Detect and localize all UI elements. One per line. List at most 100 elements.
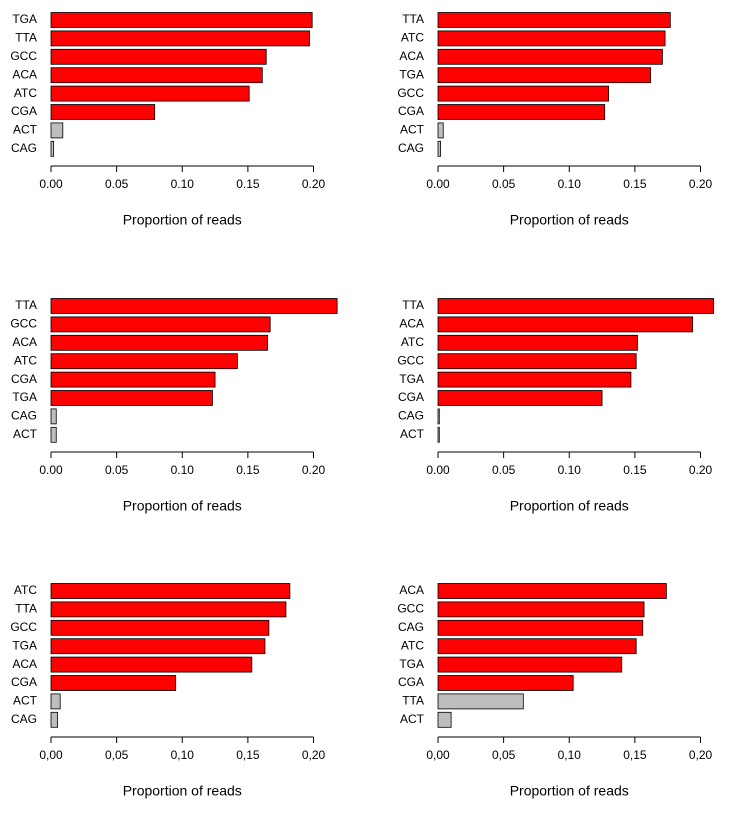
bar	[437, 583, 667, 599]
category-label: CGA	[398, 104, 424, 118]
x-tick-label: 0.00	[39, 463, 63, 477]
x-tick-label: 0,00	[426, 748, 450, 762]
x-tick-label: 0,15	[236, 748, 260, 762]
category-label: GCC	[397, 353, 424, 367]
category-label: ATC	[401, 638, 424, 652]
category-label: ATC	[401, 335, 424, 349]
category-label: ACA	[12, 335, 37, 349]
category-label: TGA	[399, 67, 424, 81]
category-label: ACT	[13, 123, 38, 137]
bar	[50, 711, 58, 728]
x-tick-label: 0.05	[492, 463, 516, 477]
bar	[50, 48, 267, 65]
bar	[50, 30, 310, 47]
x-tick-label: 0.10	[558, 177, 582, 191]
category-label: GCC	[10, 317, 37, 331]
x-tick-label: 0,10	[171, 748, 195, 762]
category-label: ACA	[399, 49, 424, 63]
category-label: GCC	[10, 49, 37, 63]
x-tick-label: 0.15	[623, 177, 647, 191]
bar	[50, 675, 177, 691]
x-tick-label: 0.15	[236, 463, 260, 477]
x-tick-label: 0.15	[623, 463, 647, 477]
category-label: GCC	[397, 86, 424, 100]
bar	[437, 390, 603, 406]
category-label: CAG	[11, 712, 37, 726]
category-label: ACT	[13, 427, 38, 441]
category-label: CAG	[398, 409, 424, 423]
x-tick-label: 0.00	[426, 463, 450, 477]
category-label: TGA	[399, 657, 424, 671]
x-tick-label: 0,00	[39, 748, 63, 762]
x-tick-label: 0.05	[105, 463, 129, 477]
x-tick-label: 0,20	[689, 748, 713, 762]
bar	[50, 371, 216, 388]
bar	[437, 353, 637, 370]
bar	[50, 12, 313, 28]
bar	[437, 426, 440, 443]
category-label: TTA	[15, 31, 37, 45]
x-tick-label: 0.20	[689, 177, 713, 191]
x-axis-label: Proportion of reads	[123, 498, 242, 514]
bar	[437, 408, 440, 425]
bar	[50, 122, 64, 139]
bar	[50, 619, 270, 636]
category-label: CGA	[398, 675, 424, 689]
x-axis-label: Proportion of reads	[123, 783, 242, 799]
bar	[437, 30, 666, 47]
x-tick-label: 0.20	[302, 463, 326, 477]
category-label: GCC	[10, 620, 37, 634]
category-label: TGA	[12, 390, 37, 404]
bar	[437, 12, 671, 28]
bar	[437, 638, 637, 655]
bar	[50, 693, 61, 710]
bar	[50, 85, 250, 102]
bar	[50, 656, 253, 673]
category-label: CAG	[11, 141, 37, 155]
x-tick-label: 0.10	[558, 463, 582, 477]
bar	[50, 601, 287, 618]
category-label: TTA	[15, 602, 37, 616]
category-label: ACT	[400, 123, 425, 137]
bar	[437, 619, 644, 636]
bar	[50, 104, 156, 120]
category-label: TTA	[402, 298, 424, 312]
x-tick-label: 0.20	[689, 463, 713, 477]
bar	[50, 316, 271, 333]
category-label: TTA	[402, 694, 424, 708]
x-tick-label: 0,05	[492, 748, 516, 762]
x-tick-label: 0.00	[426, 177, 450, 191]
bar	[437, 104, 606, 120]
bar	[437, 675, 574, 691]
x-tick-label: 0.05	[105, 177, 129, 191]
category-label: CGA	[11, 675, 37, 689]
category-label: CAG	[398, 620, 424, 634]
category-label: CAG	[11, 409, 37, 423]
x-tick-label: 0.00	[39, 177, 63, 191]
category-label: GCC	[397, 602, 424, 616]
bar	[50, 583, 291, 599]
bar	[437, 693, 524, 710]
category-label: CGA	[398, 390, 424, 404]
x-axis-label: Proportion of reads	[510, 783, 629, 799]
category-label: CAG	[398, 141, 424, 155]
bar	[437, 67, 652, 84]
bar	[50, 353, 238, 370]
category-label: ATC	[401, 31, 424, 45]
category-label: ATC	[14, 353, 37, 367]
x-tick-label: 0.20	[302, 177, 326, 191]
x-axis-label: Proportion of reads	[510, 212, 629, 228]
x-tick-label: 0,20	[302, 748, 326, 762]
category-label: TTA	[402, 12, 424, 26]
bar	[437, 371, 632, 388]
bar	[50, 140, 55, 157]
category-label: ACA	[12, 67, 37, 81]
category-label: CGA	[11, 372, 37, 386]
bar	[437, 334, 638, 351]
bar	[50, 408, 57, 425]
bar	[50, 334, 268, 351]
bar	[437, 140, 442, 157]
bar	[437, 711, 452, 728]
category-label: ATC	[14, 583, 37, 597]
